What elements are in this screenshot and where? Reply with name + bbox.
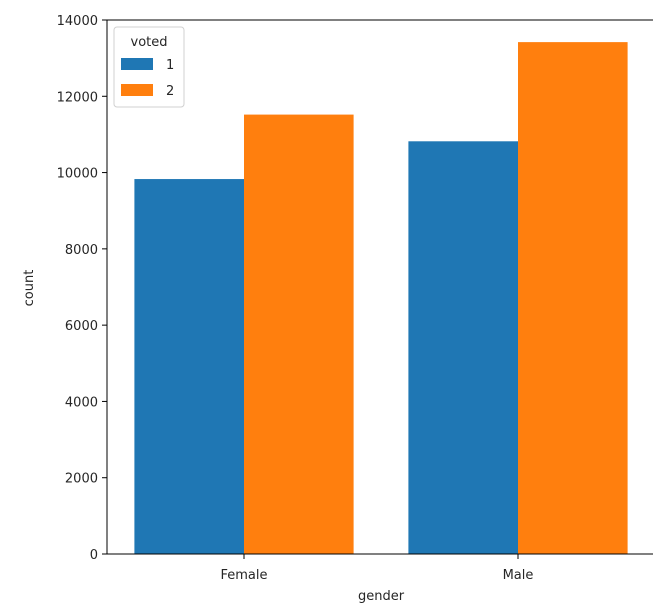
x-axis-label: gender [358, 589, 405, 604]
x-tick-label-male: Male [503, 568, 534, 583]
legend-label-2: 2 [166, 84, 174, 99]
y-tick-label: 2000 [65, 472, 98, 487]
legend-swatch-1 [121, 58, 153, 70]
legend: voted 1 2 [113, 26, 185, 108]
legend-title: voted [131, 35, 168, 50]
bar-male-voted-1 [408, 141, 518, 554]
legend-label-1: 1 [166, 58, 174, 73]
bar-female-voted-1 [134, 179, 244, 554]
bar-female-voted-2 [244, 114, 354, 554]
y-tick-label: 4000 [65, 395, 98, 410]
y-tick-label: 6000 [65, 319, 98, 334]
y-axis-label: count [22, 270, 37, 307]
bars-layer [134, 42, 628, 554]
axes-layer: 0 2000 4000 6000 8000 10000 12000 14000 Female Ma… [57, 14, 653, 583]
y-tick-label: 14000 [57, 14, 98, 29]
x-tick-label-female: Female [220, 568, 267, 583]
y-tick-label: 12000 [57, 90, 98, 105]
bar-male-voted-2 [518, 42, 628, 554]
legend-swatch-2 [121, 84, 153, 96]
y-tick-label: 0 [90, 548, 98, 563]
y-tick-label: 8000 [65, 243, 98, 258]
y-tick-label: 10000 [57, 167, 98, 182]
